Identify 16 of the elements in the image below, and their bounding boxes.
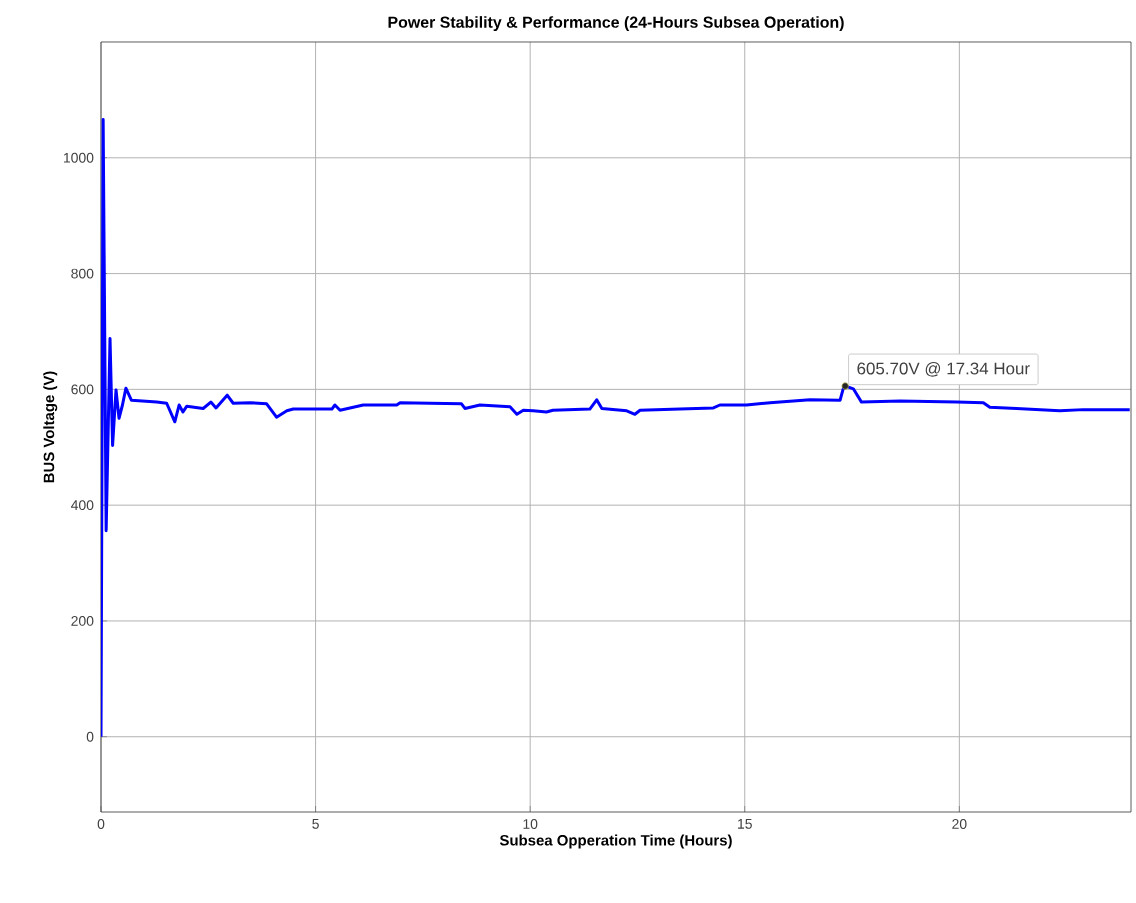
x-tick-label: 10 — [523, 819, 538, 829]
line-series — [101, 118, 1132, 739]
y-axis-title: BUS Voltage (V) — [43, 371, 58, 483]
y-tick-label: 400 — [71, 500, 94, 511]
x-tick-label: 15 — [738, 819, 752, 829]
y-tick-label: 600 — [71, 384, 94, 395]
x-tick-label: 20 — [952, 819, 967, 829]
annotation: 605.70V @ 17.34 Hour — [857, 362, 1030, 377]
y-tick-label: 800 — [71, 268, 94, 279]
x-axis-title: Subsea Opperation Time (Hours) — [499, 834, 732, 849]
chart-title: Power Stability & Performance (24-Hours Subsea Operation) — [388, 16, 844, 31]
y-tick-label: 200 — [71, 616, 94, 626]
x-tick-label: 5 — [312, 819, 319, 829]
y-tick-label: 0 — [86, 731, 94, 742]
y-tick-label: 1000 — [63, 152, 94, 163]
x-tick-label: 0 — [97, 819, 105, 829]
